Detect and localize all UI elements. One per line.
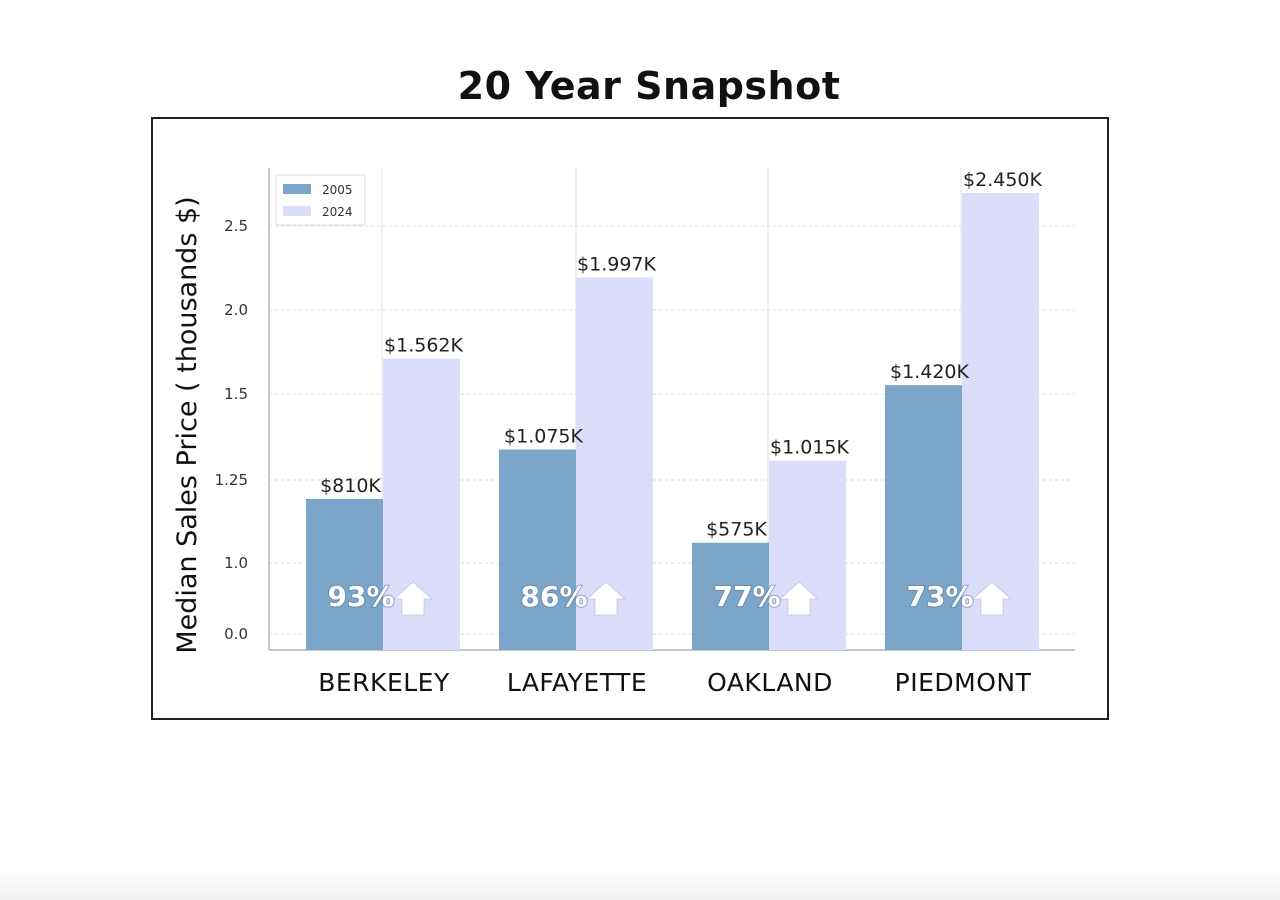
legend-swatch bbox=[283, 184, 311, 194]
y-tick-label: 0.0 bbox=[224, 625, 248, 643]
arrow-up-icon bbox=[778, 581, 820, 616]
y-axis-label: Median Sales Price ( thousands $) bbox=[172, 196, 203, 653]
y-tick-label: 1.5 bbox=[224, 385, 248, 403]
chart-title: 20 Year Snapshot bbox=[457, 64, 841, 108]
y-tick-label: 2.5 bbox=[224, 217, 248, 235]
bar-2005 bbox=[885, 385, 962, 650]
change-percent-label: 77% bbox=[713, 580, 780, 613]
change-percent-label: 86% bbox=[520, 580, 587, 613]
data-label-2005: $1.075K bbox=[504, 425, 583, 447]
data-label-2024: $1.562K bbox=[384, 335, 463, 357]
category-label: OAKLAND bbox=[707, 668, 833, 697]
category-label: PIEDMONT bbox=[895, 668, 1032, 697]
page-bottom-shade bbox=[0, 870, 1280, 900]
data-label-2005: $810K bbox=[320, 475, 381, 497]
data-label-2024: $2.450K bbox=[963, 169, 1042, 191]
legend-label: 2024 bbox=[322, 205, 353, 219]
bar-2024 bbox=[576, 277, 653, 650]
arrow-up-icon bbox=[971, 581, 1013, 616]
data-label-2024: $1.997K bbox=[577, 253, 656, 275]
bar-2024 bbox=[769, 460, 846, 650]
y-tick-label: 1.25 bbox=[215, 471, 248, 489]
arrow-up-icon bbox=[585, 581, 627, 616]
category-label: BERKELEY bbox=[318, 668, 450, 697]
data-label-2005: $1.420K bbox=[890, 361, 969, 383]
bar-2005 bbox=[499, 449, 576, 650]
bar-2024 bbox=[962, 193, 1039, 650]
y-tick-label: 2.0 bbox=[224, 301, 248, 319]
category-label: LAFAYETTE bbox=[507, 668, 647, 697]
data-label-2005: $575K bbox=[706, 519, 767, 541]
change-percent-label: 73% bbox=[906, 580, 973, 613]
bar-2005 bbox=[306, 498, 383, 650]
legend-label: 2005 bbox=[322, 183, 353, 197]
change-percent-label: 93% bbox=[327, 580, 394, 613]
y-tick-label: 1.0 bbox=[224, 554, 248, 572]
legend-swatch bbox=[283, 206, 311, 216]
bar-2005 bbox=[692, 542, 769, 650]
arrow-up-icon bbox=[392, 581, 434, 616]
data-label-2024: $1.015K bbox=[770, 437, 849, 459]
